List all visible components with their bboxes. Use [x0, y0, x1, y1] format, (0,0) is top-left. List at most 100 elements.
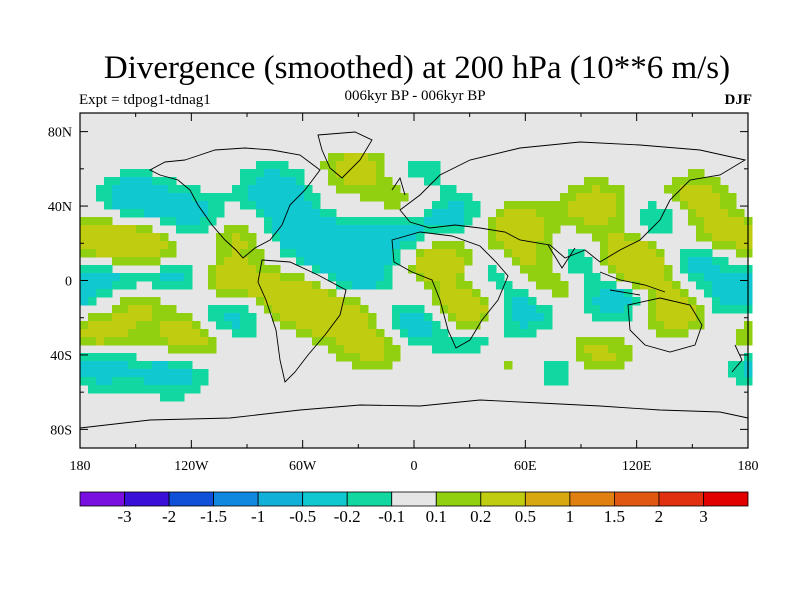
- field-cell: [120, 297, 129, 306]
- field-cell: [144, 209, 153, 218]
- field-cell: [152, 233, 161, 242]
- field-cell: [80, 337, 89, 346]
- field-cell: [488, 265, 497, 274]
- field-cell: [520, 289, 529, 298]
- field-cell: [344, 313, 353, 322]
- field-cell: [728, 369, 737, 378]
- field-cell: [672, 321, 681, 330]
- field-cell: [616, 209, 625, 218]
- field-cell: [112, 249, 121, 258]
- field-cell: [584, 217, 593, 226]
- field-cell: [664, 289, 673, 298]
- field-cell: [640, 217, 649, 226]
- field-cell: [712, 281, 721, 290]
- field-cell: [680, 257, 689, 266]
- field-cell: [96, 353, 105, 362]
- field-cell: [448, 281, 457, 290]
- field-cell: [472, 305, 481, 314]
- field-cell: [616, 353, 625, 362]
- field-cell: [264, 193, 273, 202]
- field-cell: [112, 233, 121, 242]
- field-cell: [160, 185, 169, 194]
- field-cell: [688, 313, 697, 322]
- field-cell: [512, 209, 521, 218]
- field-cell: [688, 249, 697, 258]
- field-cell: [368, 345, 377, 354]
- field-cell: [104, 321, 113, 330]
- coast-eurasia: [399, 141, 747, 263]
- x-tick-label: 120W: [174, 459, 209, 474]
- field-cell: [328, 345, 337, 354]
- field-cell: [656, 313, 665, 322]
- field-cell: [696, 201, 705, 210]
- field-cell: [336, 185, 345, 194]
- field-cell: [552, 281, 561, 290]
- field-cell: [384, 353, 393, 362]
- field-cell: [136, 241, 145, 250]
- field-cell: [568, 257, 577, 266]
- field-cell: [368, 225, 377, 234]
- field-cell: [456, 337, 465, 346]
- field-cell: [688, 177, 697, 186]
- field-cell: [368, 233, 377, 242]
- field-cell: [608, 217, 617, 226]
- field-cell: [280, 241, 289, 250]
- colorbar-label: -0.1: [378, 507, 406, 526]
- field-cell: [680, 289, 689, 298]
- field-cell: [472, 321, 481, 330]
- field-cell: [568, 185, 577, 194]
- field-cell: [464, 209, 473, 218]
- colorbar-swatch: [569, 491, 615, 507]
- field-cell: [656, 329, 665, 338]
- field-cell: [336, 281, 345, 290]
- field-cell: [672, 313, 681, 322]
- field-cell: [144, 177, 153, 186]
- field-cell: [520, 249, 529, 258]
- field-cell: [648, 289, 657, 298]
- field-cell: [112, 361, 121, 370]
- field-cell: [128, 305, 137, 314]
- field-cell: [224, 321, 233, 330]
- field-cell: [392, 225, 401, 234]
- field-cell: [88, 377, 97, 386]
- field-cell: [184, 377, 193, 386]
- field-cell: [424, 273, 433, 282]
- field-cell: [616, 241, 625, 250]
- field-cell: [88, 385, 97, 394]
- field-cell: [376, 217, 385, 226]
- field-cell: [632, 281, 641, 290]
- field-cell: [120, 281, 129, 290]
- coast-africa: [391, 231, 509, 349]
- field-cell: [504, 241, 513, 250]
- field-cell: [320, 297, 329, 306]
- field-cell: [528, 241, 537, 250]
- field-cell: [688, 201, 697, 210]
- field-cell: [584, 345, 593, 354]
- field-cell: [696, 233, 705, 242]
- field-cell: [320, 329, 329, 338]
- field-cell: [408, 337, 417, 346]
- field-cell: [304, 209, 313, 218]
- field-cell: [96, 217, 105, 226]
- field-cell: [408, 305, 417, 314]
- field-cell: [104, 353, 113, 362]
- field-cell: [360, 185, 369, 194]
- field-cell: [288, 185, 297, 194]
- field-cell: [440, 345, 449, 354]
- field-cell: [392, 201, 401, 210]
- field-cell: [560, 201, 569, 210]
- field-cell: [448, 273, 457, 282]
- field-cell: [592, 193, 601, 202]
- field-cell: [560, 361, 569, 370]
- field-cell: [120, 385, 129, 394]
- field-cell: [208, 337, 217, 346]
- field-cell: [488, 241, 497, 250]
- field-cell: [672, 193, 681, 202]
- field-cell: [464, 281, 473, 290]
- field-cell: [704, 193, 713, 202]
- field-cell: [80, 217, 89, 226]
- field-cell: [264, 185, 273, 194]
- field-cell: [104, 241, 113, 250]
- field-cell: [688, 193, 697, 202]
- field-cell: [256, 297, 265, 306]
